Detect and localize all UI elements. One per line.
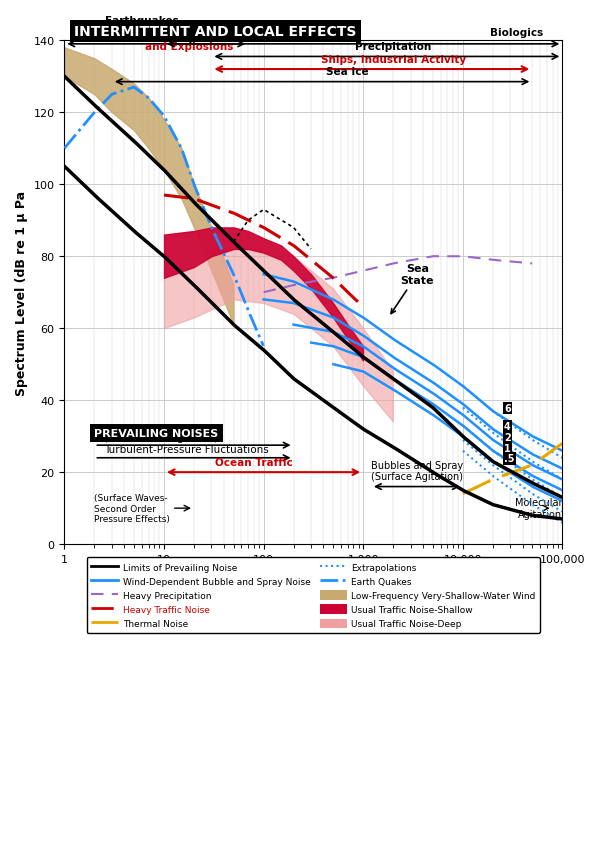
Text: Molecular
Agitation: Molecular Agitation	[515, 498, 562, 519]
Text: Biologics: Biologics	[490, 28, 544, 38]
X-axis label: Frequency (Hz): Frequency (Hz)	[260, 570, 367, 582]
Text: Turbulent-Pressure Fluctuations: Turbulent-Pressure Fluctuations	[104, 445, 269, 455]
Text: .5: .5	[504, 454, 514, 464]
Text: Sea
State: Sea State	[391, 264, 434, 314]
Text: and Explosions: and Explosions	[145, 41, 233, 51]
Text: INTERMITTENT AND LOCAL EFFECTS: INTERMITTENT AND LOCAL EFFECTS	[74, 24, 357, 39]
Text: (Surface Waves-
Second Order
Pressure Effects): (Surface Waves- Second Order Pressure Ef…	[94, 494, 170, 523]
Text: Ocean Traffic: Ocean Traffic	[215, 458, 293, 468]
Text: 2: 2	[504, 432, 511, 442]
Legend: Limits of Prevailing Noise, Wind-Dependent Bubble and Spray Noise, Heavy Precipi: Limits of Prevailing Noise, Wind-Depende…	[86, 558, 540, 633]
Text: (Seismic Background): (Seismic Background)	[104, 432, 218, 442]
Text: PREVAILING NOISES: PREVAILING NOISES	[94, 429, 218, 439]
Text: Earthquakes: Earthquakes	[152, 33, 226, 42]
Text: Ships, Industrial Activity: Ships, Industrial Activity	[320, 56, 466, 65]
Text: 4: 4	[504, 421, 511, 431]
Text: Bubbles and Spray
(Surface Agitation): Bubbles and Spray (Surface Agitation)	[371, 460, 463, 482]
Text: 1: 1	[504, 443, 511, 453]
Y-axis label: Spectrum Level (dB re 1 μ Pa: Spectrum Level (dB re 1 μ Pa	[15, 191, 28, 395]
Text: Earthquakes
and Explosions: Earthquakes and Explosions	[98, 16, 186, 38]
Text: Precipitation: Precipitation	[355, 42, 431, 52]
Text: Sea Ice: Sea Ice	[326, 68, 369, 77]
Text: 6: 6	[504, 403, 511, 414]
